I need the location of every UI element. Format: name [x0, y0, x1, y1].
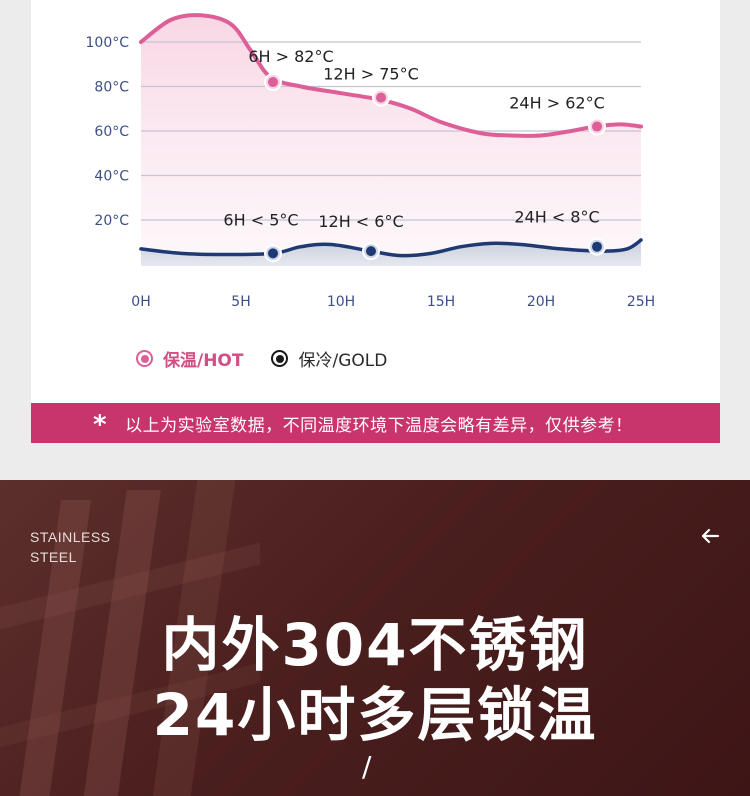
temperature-chart: 100°C 80°C 60°C 40°C 20°C 0H 5H 10H 15H 20H 25H 6H …	[86, 13, 655, 310]
y-tick-label: 100°C	[86, 35, 130, 51]
legend-cold-label: 保冷/GOLD	[298, 351, 388, 371]
hot-series-line	[139, 13, 643, 138]
cold-marker-icon	[271, 350, 289, 367]
disclaimer-bar: * 以上为实验室数据，不同温度环境下温度会略有差异，仅供参考！	[31, 403, 720, 443]
x-tick-label: 20H	[527, 294, 555, 310]
headline-line-1: 内外304不锈钢	[161, 611, 589, 679]
cold-series-line	[139, 238, 643, 258]
page-indicator: /	[362, 750, 372, 783]
data-point-core	[592, 241, 602, 252]
data-label: 24H > 62°C	[509, 94, 605, 113]
hot-marker-icon	[136, 350, 153, 367]
caption-line-2: STEEL	[30, 549, 77, 565]
stainless-steel-caption: STAINLESS STEEL	[30, 527, 111, 567]
data-point-core	[376, 92, 386, 103]
chart-card: 100°C 80°C 60°C 40°C 20°C 0H 5H 10H 15H 20H 25H 6H …	[31, 0, 720, 403]
legend-item-hot: 保温/HOT	[136, 346, 243, 371]
data-point-core	[366, 246, 376, 257]
legend-item-cold: 保冷/GOLD	[271, 346, 387, 371]
headline-line-2: 24小时多层锁温	[152, 681, 598, 749]
y-tick-label: 20°C	[94, 213, 129, 229]
chart-legend: 保温/HOT 保冷/GOLD	[136, 346, 415, 371]
cold-area-fill	[141, 240, 641, 266]
data-point-core	[592, 121, 602, 132]
data-label: 12H < 6°C	[318, 212, 403, 231]
data-label: 24H < 8°C	[514, 208, 599, 227]
x-tick-label: 25H	[627, 294, 655, 310]
x-tick-label: 15H	[427, 294, 455, 310]
caption-line-1: STAINLESS	[30, 529, 111, 545]
data-label: 6H < 5°C	[223, 210, 298, 229]
legend-hot-label: 保温/HOT	[163, 351, 244, 371]
data-point-core	[268, 77, 278, 88]
data-label: 6H > 82°C	[248, 47, 333, 66]
x-tick-label: 0H	[131, 294, 150, 310]
data-label: 12H > 75°C	[323, 65, 419, 84]
x-tick-label: 10H	[327, 294, 355, 310]
arrow-left-icon[interactable]	[698, 524, 722, 548]
x-tick-label: 5H	[231, 294, 250, 310]
disclaimer-text: 以上为实验室数据，不同温度环境下温度会略有差异，仅供参考！	[125, 415, 633, 436]
y-tick-label: 60°C	[94, 124, 129, 140]
y-tick-label: 80°C	[94, 80, 129, 96]
asterisk-icon: *	[93, 410, 108, 440]
data-point-core	[268, 248, 278, 259]
y-tick-label: 40°C	[94, 169, 129, 185]
product-banner: STAINLESS STEEL 内外304不锈钢 24小时多层锁温 /	[0, 480, 750, 796]
